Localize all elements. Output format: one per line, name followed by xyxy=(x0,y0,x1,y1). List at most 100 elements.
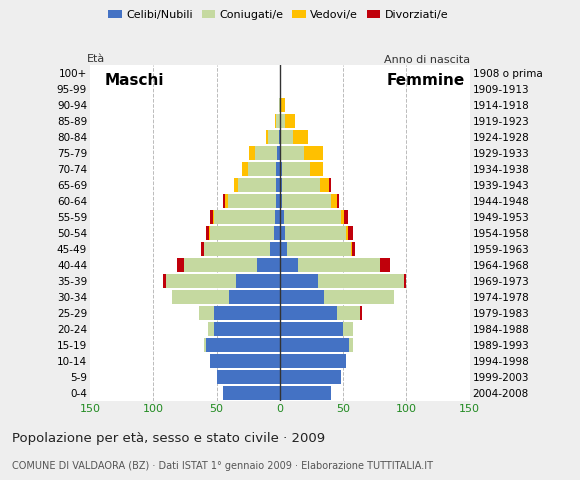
Bar xyxy=(248,162,276,176)
Bar xyxy=(164,274,166,288)
Bar xyxy=(280,242,288,255)
Bar xyxy=(280,226,285,240)
Bar xyxy=(337,306,360,320)
Bar xyxy=(280,178,282,192)
Bar xyxy=(166,274,235,288)
Bar xyxy=(206,226,209,240)
Bar xyxy=(209,226,210,240)
Bar xyxy=(310,162,323,176)
Bar xyxy=(274,226,280,240)
Bar xyxy=(280,162,282,176)
Bar xyxy=(255,146,277,159)
Bar xyxy=(266,130,269,144)
Bar xyxy=(280,146,281,159)
Bar xyxy=(234,178,238,192)
Bar xyxy=(280,370,340,384)
Text: Età: Età xyxy=(88,54,106,64)
Bar xyxy=(285,226,346,240)
Legend: Celibi/Nubili, Coniugati/e, Vedovi/e, Divorziati/e: Celibi/Nubili, Coniugati/e, Vedovi/e, Di… xyxy=(104,6,453,24)
Bar xyxy=(298,258,380,272)
Bar xyxy=(206,338,280,351)
Bar xyxy=(348,226,353,240)
Bar xyxy=(280,82,281,96)
Bar xyxy=(276,178,280,192)
Bar xyxy=(277,146,280,159)
Bar xyxy=(278,98,280,112)
Bar xyxy=(275,114,276,128)
Bar xyxy=(210,226,274,240)
Bar xyxy=(280,98,281,112)
Bar xyxy=(281,98,285,112)
Bar xyxy=(324,290,394,304)
Bar xyxy=(177,258,184,272)
Bar xyxy=(275,210,280,224)
Bar xyxy=(280,322,343,336)
Bar xyxy=(280,354,346,368)
Bar xyxy=(214,210,275,224)
Bar xyxy=(249,146,255,159)
Bar xyxy=(360,306,362,320)
Bar xyxy=(199,306,214,320)
Bar xyxy=(346,226,348,240)
Bar xyxy=(278,130,280,144)
Bar xyxy=(350,338,353,351)
Text: COMUNE DI VALDAORA (BZ) · Dati ISTAT 1° gennaio 2009 · Elaborazione TUTTITALIA.I: COMUNE DI VALDAORA (BZ) · Dati ISTAT 1° … xyxy=(12,461,433,471)
Bar xyxy=(228,194,276,208)
Bar xyxy=(304,146,323,159)
Bar xyxy=(337,194,339,208)
Bar xyxy=(281,146,304,159)
Bar xyxy=(282,194,331,208)
Bar xyxy=(226,194,228,208)
Bar xyxy=(340,210,345,224)
Bar xyxy=(280,386,331,399)
Bar xyxy=(329,178,331,192)
Bar xyxy=(288,242,351,255)
Bar xyxy=(210,354,280,368)
Bar xyxy=(172,290,229,304)
Text: Popolazione per età, sesso e stato civile · 2009: Popolazione per età, sesso e stato civil… xyxy=(12,432,325,445)
Bar xyxy=(204,242,270,255)
Bar xyxy=(214,322,280,336)
Bar xyxy=(276,194,280,208)
Bar xyxy=(213,210,214,224)
Bar xyxy=(276,162,280,176)
Bar xyxy=(210,210,213,224)
Text: Maschi: Maschi xyxy=(104,73,164,88)
Text: Femmine: Femmine xyxy=(386,73,465,88)
Bar xyxy=(270,242,280,255)
Bar xyxy=(380,258,390,272)
Bar xyxy=(351,242,352,255)
Bar xyxy=(280,114,285,128)
Bar xyxy=(280,306,337,320)
Bar xyxy=(257,258,280,272)
Bar xyxy=(404,274,407,288)
Bar xyxy=(352,242,354,255)
Bar xyxy=(201,242,204,255)
Bar xyxy=(343,322,353,336)
Bar xyxy=(280,130,292,144)
Bar xyxy=(276,114,280,128)
Bar xyxy=(238,178,276,192)
Bar xyxy=(282,178,320,192)
Bar xyxy=(284,210,340,224)
Bar xyxy=(208,322,214,336)
Bar xyxy=(292,130,308,144)
Bar xyxy=(320,178,329,192)
Bar xyxy=(345,210,348,224)
Bar xyxy=(204,338,206,351)
Bar xyxy=(280,194,282,208)
Bar xyxy=(280,258,298,272)
Bar xyxy=(280,290,324,304)
Bar xyxy=(223,386,280,399)
Bar xyxy=(280,274,318,288)
Bar xyxy=(331,194,337,208)
Text: Anno di nascita: Anno di nascita xyxy=(384,55,470,65)
Bar xyxy=(280,210,284,224)
Bar xyxy=(285,114,295,128)
Bar xyxy=(229,290,280,304)
Bar xyxy=(280,338,350,351)
Bar xyxy=(223,194,226,208)
Bar xyxy=(216,370,280,384)
Bar xyxy=(235,274,280,288)
Bar xyxy=(318,274,404,288)
